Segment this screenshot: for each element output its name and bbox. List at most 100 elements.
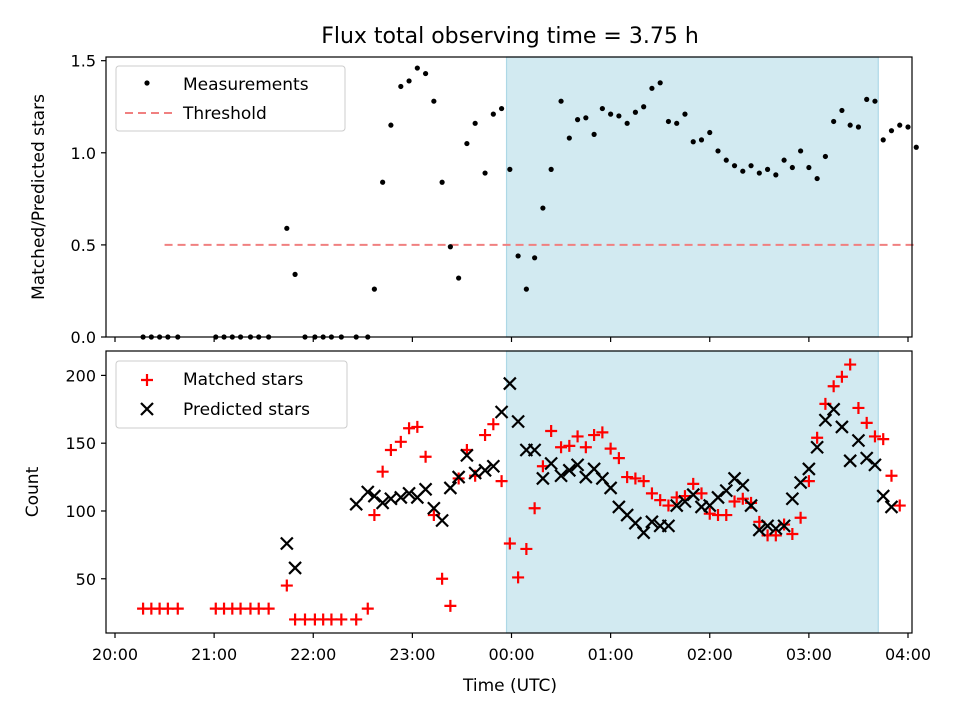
matched-star-point <box>802 475 815 488</box>
predicted-star-point <box>349 497 363 511</box>
bottom-legend: Matched stars Predicted stars <box>115 360 348 429</box>
matched-star-point <box>368 509 381 522</box>
measurement-point <box>855 124 862 130</box>
x-tick-label: 23:00 <box>389 645 435 664</box>
measurement-point <box>731 163 738 169</box>
matched-star-point <box>769 529 782 542</box>
measurement-point <box>371 286 377 292</box>
measurement-point <box>558 98 564 104</box>
measurement-point <box>756 170 762 176</box>
predicted-star-point <box>460 448 474 463</box>
matched-star-point <box>280 579 293 592</box>
measurement-point <box>490 111 496 117</box>
measurement-point <box>388 122 394 128</box>
matched-star-point <box>503 537 516 550</box>
predicted-star-point <box>375 496 390 510</box>
measurement-point <box>831 118 837 125</box>
matched-star-point <box>403 422 416 435</box>
predicted-star-point <box>810 440 824 455</box>
matched-star-point <box>520 542 533 555</box>
matched-star-point <box>811 431 824 444</box>
predicted-star-point <box>394 490 408 505</box>
bottom-plot-frame <box>105 350 913 634</box>
predicted-star-point <box>884 500 899 514</box>
predicted-star-point <box>554 468 568 483</box>
matched-star-point <box>827 380 840 393</box>
measurement-point <box>872 98 878 104</box>
measurement-point <box>674 120 680 126</box>
matched-star-point <box>893 499 906 512</box>
matched-star-point <box>786 528 799 541</box>
measurement-point <box>472 120 478 126</box>
matched-star-point <box>852 401 865 414</box>
bottom-y-tick-label: 50 <box>76 570 96 589</box>
x-axis-label: Time (UTC) <box>462 676 557 696</box>
matched-star-point <box>868 430 881 443</box>
measurement-point <box>707 129 713 136</box>
matched-star-point <box>545 424 558 437</box>
legend-measurements-marker <box>144 80 150 86</box>
measurement-point <box>380 179 386 185</box>
matched-star-point <box>555 441 568 454</box>
predicted-star-point <box>876 489 890 503</box>
matched-star-point <box>860 416 873 429</box>
measurement-point <box>608 111 614 117</box>
measurement-point <box>913 144 919 150</box>
measurement-point <box>398 83 404 90</box>
matched-star-point <box>528 502 541 515</box>
matched-star-point <box>885 469 898 482</box>
measurement-point <box>897 122 903 128</box>
x-tick-label: 04:00 <box>885 645 931 664</box>
predicted-star-point <box>527 443 542 457</box>
predicted-star-point <box>494 405 509 419</box>
matched-star-point <box>350 613 363 626</box>
measurement-point <box>616 113 622 119</box>
measurement-point <box>806 164 812 171</box>
top-plot-frame <box>105 56 913 338</box>
measurement-point <box>657 80 663 86</box>
measurement-point <box>764 166 771 172</box>
measurement-point <box>532 255 538 261</box>
matched-star-point <box>361 602 374 615</box>
measurement-point <box>864 96 870 102</box>
measurement-point <box>507 166 513 172</box>
measurement-point <box>292 271 298 277</box>
predicted-star-point <box>760 519 775 533</box>
matched-star-point <box>487 418 500 431</box>
top-y-tick-label: 1.5 <box>71 52 96 71</box>
predicted-star-point <box>562 463 577 478</box>
matched-star-point <box>844 358 857 371</box>
top-y-tick-label: 1.0 <box>71 144 96 163</box>
top-y-tick-label: 0.0 <box>71 328 96 347</box>
matched-star-point <box>384 443 397 456</box>
predicted-star-point <box>736 478 750 492</box>
x-tick-label: 20:00 <box>92 645 138 664</box>
bottom-panel: 20:00 21:00 22:00 23:00 00:00 01:00 02:00 03:00… <box>23 350 931 696</box>
matched-star-point <box>695 487 708 500</box>
measurement-point <box>781 157 787 163</box>
predicted-star-point <box>280 536 294 551</box>
predicted-star-point <box>868 458 882 472</box>
matched-star-point <box>394 435 407 448</box>
chart-title: Flux total observing time = 3.75 h <box>321 24 699 49</box>
top-legend-box <box>115 65 346 132</box>
matched-star-point <box>436 572 449 585</box>
bottom-legend-box <box>115 360 348 429</box>
matched-star-point <box>563 439 576 452</box>
predicted-star-point <box>843 454 857 468</box>
measurement-point <box>482 170 488 176</box>
matched-star-point <box>444 599 457 612</box>
measurement-point <box>715 148 721 154</box>
predicted-star-point <box>835 420 849 434</box>
measurement-point <box>583 115 589 121</box>
predicted-star-point <box>511 414 525 429</box>
top-y-axis-label: Matched/Predicted stars <box>29 94 49 300</box>
predicted-star-point <box>851 433 866 448</box>
matched-star-point <box>736 492 749 505</box>
measurement-point <box>740 168 746 174</box>
predicted-star-point <box>288 561 302 575</box>
measurement-point <box>599 105 605 112</box>
predicted-star-point <box>451 470 466 484</box>
measurement-point <box>888 128 895 134</box>
top-legend: Measurements Threshold <box>115 65 346 132</box>
